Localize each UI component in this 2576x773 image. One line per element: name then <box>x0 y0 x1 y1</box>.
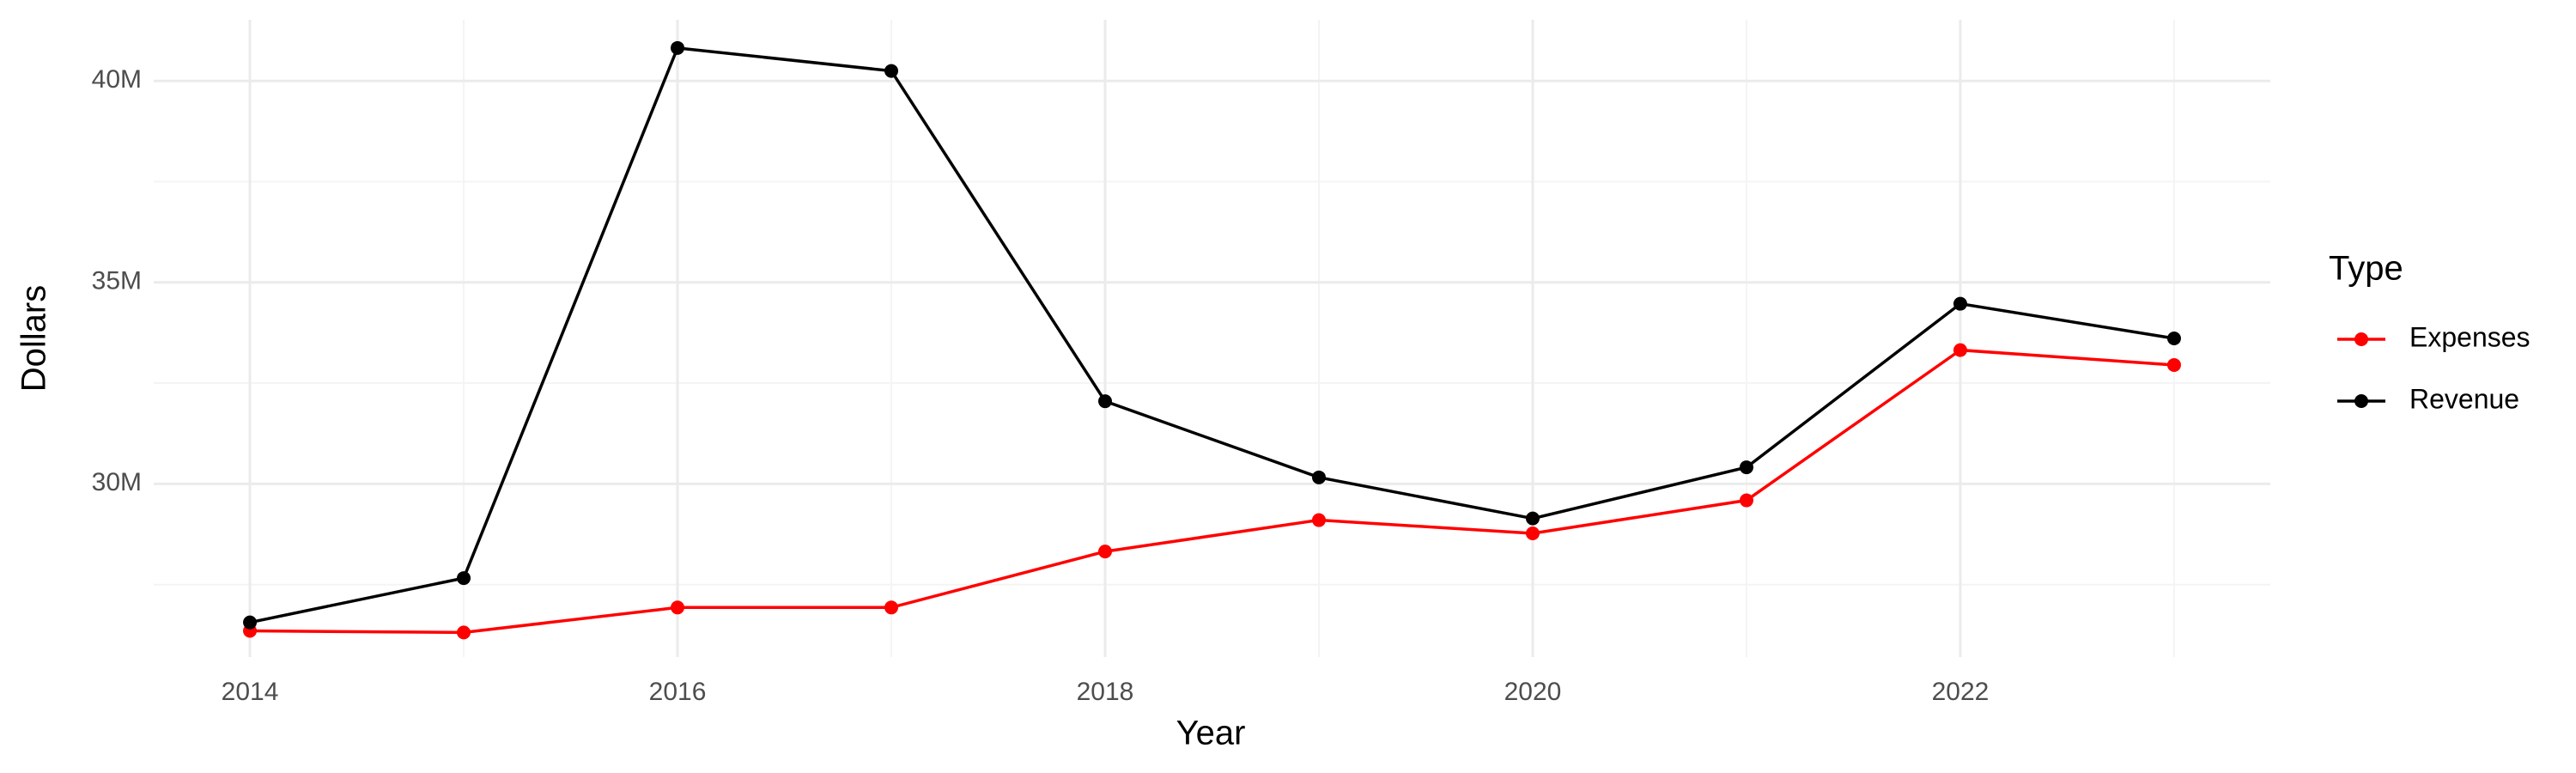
legend-marker <box>2354 394 2368 408</box>
point <box>1098 394 1113 409</box>
x-tick-label: 2016 <box>649 678 707 706</box>
point <box>671 40 685 55</box>
y-tick-label: 35M <box>92 267 142 295</box>
legend-title: Type <box>2329 250 2403 288</box>
point <box>671 600 685 615</box>
x-tick-label: 2014 <box>222 678 279 706</box>
point <box>2166 332 2181 345</box>
y-axis-title: Dollars <box>15 285 53 392</box>
series-line <box>249 46 2175 624</box>
legend-marker <box>2354 332 2368 346</box>
point <box>884 600 899 615</box>
point <box>243 615 258 630</box>
legend-label: Revenue <box>2409 383 2519 414</box>
point <box>1098 545 1113 559</box>
point <box>1525 511 1540 526</box>
point <box>1739 460 1753 475</box>
point <box>1953 343 1967 357</box>
point <box>1739 493 1753 508</box>
y-tick-label: 40M <box>92 65 142 94</box>
point <box>2166 357 2181 372</box>
x-tick-label: 2022 <box>1932 678 1990 706</box>
point <box>1311 513 1326 527</box>
x-tick-label: 2018 <box>1077 678 1134 706</box>
point <box>457 625 471 640</box>
point <box>1311 470 1326 484</box>
point <box>1525 526 1540 541</box>
point <box>1953 296 1967 311</box>
x-axis-title: Year <box>1176 715 1246 752</box>
y-tick-label: 30M <box>92 468 142 496</box>
x-tick-label: 2020 <box>1504 678 1562 706</box>
point <box>884 64 899 78</box>
legend-label: Expenses <box>2409 321 2530 352</box>
series-line <box>250 348 2175 635</box>
point <box>457 571 471 586</box>
